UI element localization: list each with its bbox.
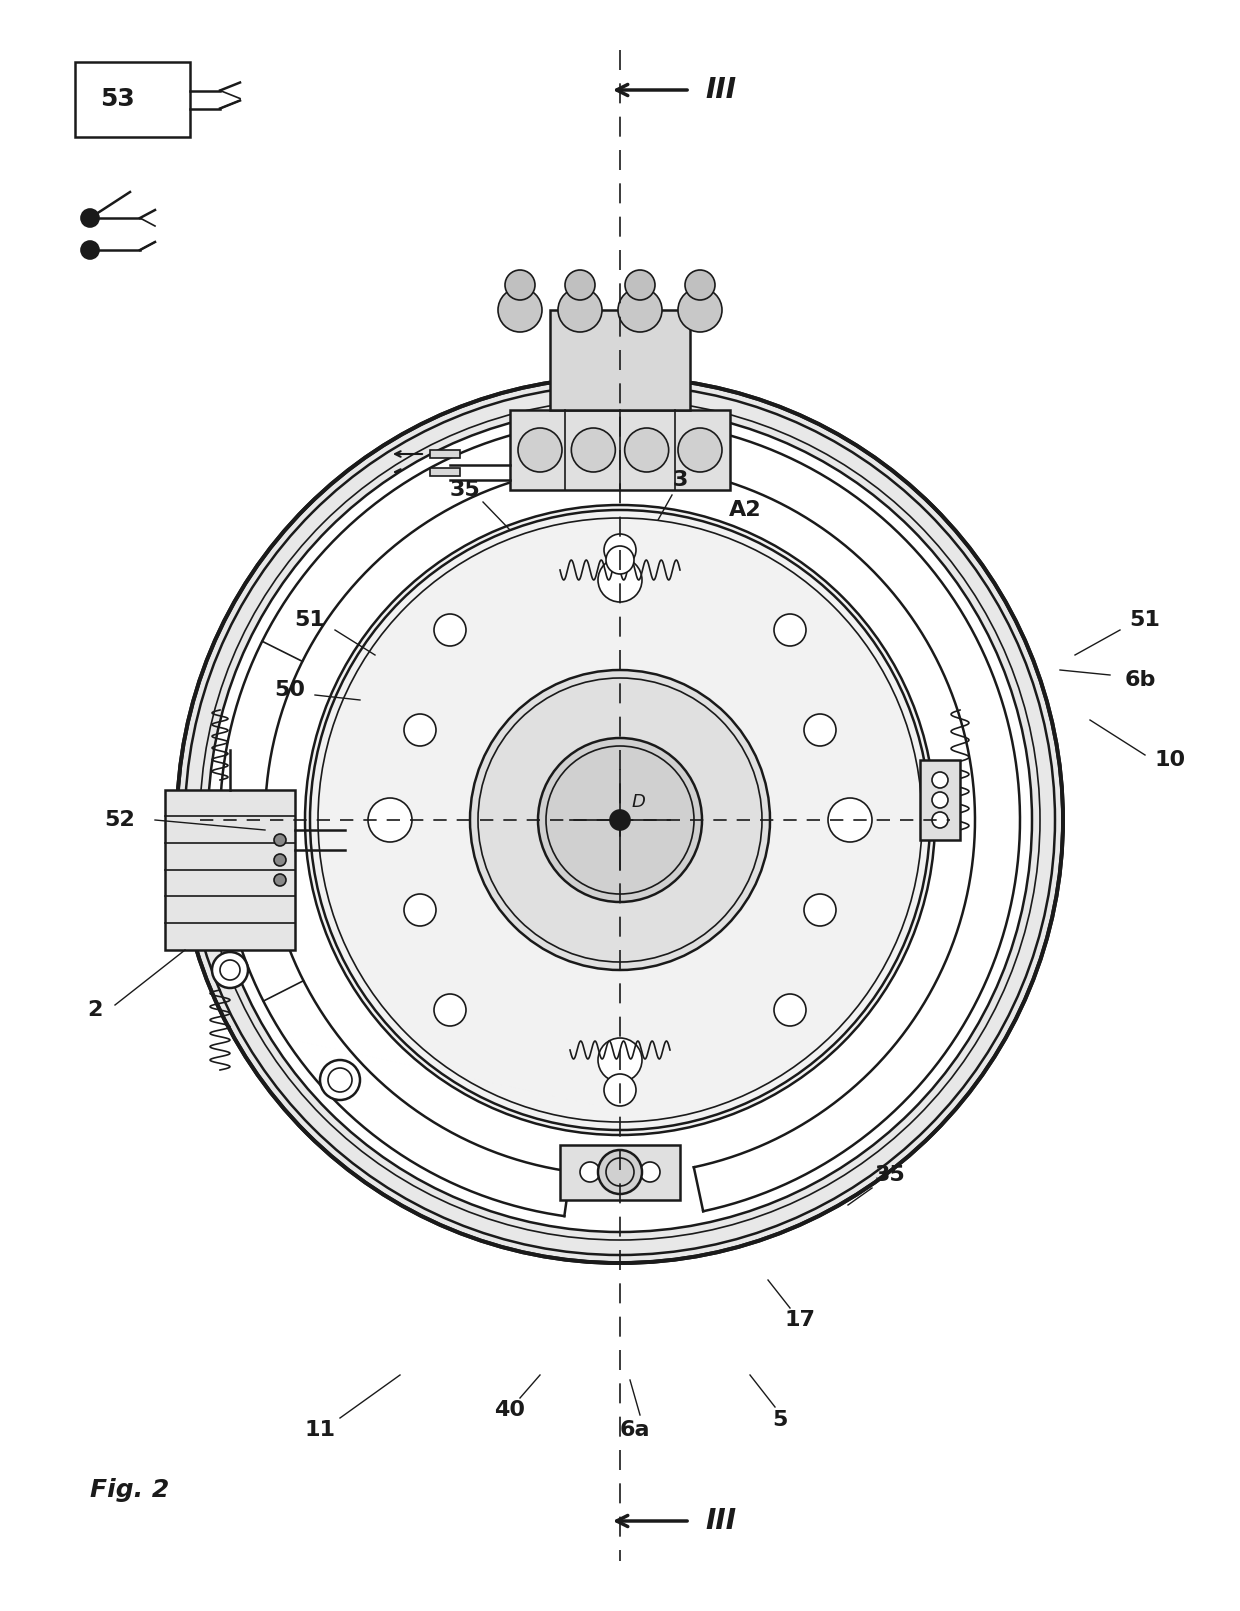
Circle shape [828, 797, 872, 843]
Circle shape [538, 738, 702, 902]
Circle shape [804, 894, 836, 926]
Circle shape [274, 854, 286, 867]
Circle shape [684, 271, 715, 300]
Text: 10: 10 [1154, 751, 1185, 770]
Text: 35: 35 [874, 1165, 905, 1186]
Circle shape [565, 271, 595, 300]
Circle shape [678, 288, 722, 332]
Text: A2: A2 [729, 499, 761, 520]
Text: 51: 51 [1130, 611, 1161, 630]
Text: 17: 17 [785, 1310, 816, 1331]
Text: A2: A2 [702, 440, 730, 459]
Circle shape [580, 1162, 600, 1182]
Circle shape [625, 271, 655, 300]
Bar [551, 309, 689, 411]
Circle shape [434, 994, 466, 1026]
Circle shape [618, 288, 662, 332]
Text: 40: 40 [495, 1400, 526, 1419]
Text: 51: 51 [295, 611, 325, 630]
Text: 2: 2 [87, 1000, 103, 1020]
Circle shape [604, 1075, 636, 1107]
Text: 50: 50 [274, 680, 305, 701]
Circle shape [320, 1060, 360, 1100]
Circle shape [505, 271, 534, 300]
Text: 35: 35 [450, 480, 480, 499]
Text: 6b: 6b [1125, 670, 1156, 690]
Circle shape [404, 894, 436, 926]
Circle shape [572, 429, 615, 472]
Circle shape [498, 288, 542, 332]
Circle shape [470, 670, 770, 970]
Text: 5: 5 [773, 1410, 787, 1431]
Circle shape [774, 994, 806, 1026]
Bar [165, 789, 295, 950]
Circle shape [640, 1162, 660, 1182]
Circle shape [932, 793, 949, 809]
Text: 52: 52 [104, 810, 135, 830]
Circle shape [598, 1150, 642, 1194]
Text: A1: A1 [185, 806, 218, 826]
Bar [560, 1145, 680, 1200]
Circle shape [212, 952, 248, 988]
Circle shape [208, 408, 1032, 1232]
Bar [430, 449, 460, 458]
Text: Fig. 2: Fig. 2 [91, 1477, 170, 1501]
Circle shape [604, 533, 636, 565]
Circle shape [932, 812, 949, 828]
Bar [74, 61, 190, 137]
Circle shape [774, 614, 806, 646]
Bar [920, 760, 960, 839]
Circle shape [274, 834, 286, 846]
Text: 11: 11 [305, 1419, 336, 1440]
Text: 3: 3 [672, 470, 688, 490]
Circle shape [368, 797, 412, 843]
Circle shape [932, 772, 949, 788]
Text: III: III [706, 1506, 737, 1535]
Circle shape [610, 1162, 630, 1182]
Text: D: D [631, 793, 645, 810]
Text: 53: 53 [99, 87, 134, 111]
Text: III: III [706, 76, 737, 105]
Bar [430, 469, 460, 475]
Circle shape [305, 504, 935, 1136]
Circle shape [518, 429, 562, 472]
Circle shape [678, 429, 722, 472]
Bar [510, 411, 730, 490]
Circle shape [598, 557, 642, 603]
Circle shape [177, 377, 1063, 1263]
Circle shape [434, 614, 466, 646]
Circle shape [610, 810, 630, 830]
Circle shape [81, 209, 99, 227]
Circle shape [558, 288, 601, 332]
Circle shape [81, 242, 99, 259]
Circle shape [274, 875, 286, 886]
Circle shape [598, 1037, 642, 1083]
Text: 6a: 6a [620, 1419, 650, 1440]
Circle shape [804, 714, 836, 746]
Circle shape [606, 546, 634, 574]
Circle shape [625, 429, 668, 472]
Circle shape [404, 714, 436, 746]
